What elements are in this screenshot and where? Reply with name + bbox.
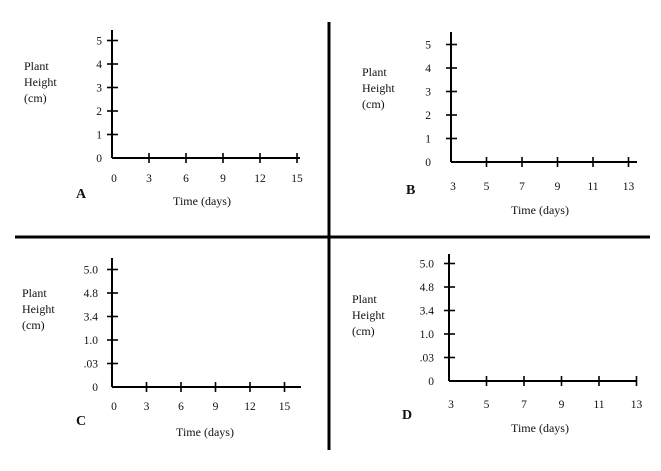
y-tick-label: 1.0 (84, 335, 99, 347)
y-axis-label: Plant Height (cm) (22, 286, 55, 332)
panel-letter: C (76, 414, 86, 429)
x-tick-label: 9 (213, 401, 219, 413)
x-tick-label: 5 (484, 399, 490, 411)
x-tick-label: 15 (279, 401, 291, 413)
y-tick-label: 0 (92, 382, 98, 394)
y-tick-label: 4 (425, 63, 431, 75)
x-tick-label: 11 (587, 181, 598, 193)
y-tick-label: 4.8 (420, 282, 435, 294)
x-axis-label: Time (days) (511, 421, 569, 435)
y-tick-label: .03 (84, 359, 99, 371)
y-tick-label: 3 (96, 83, 102, 95)
y-tick-label: 5.0 (84, 265, 99, 277)
y-tick-label: 5 (96, 36, 102, 48)
graph-panel-b: 0 1 2 3 4 5 3 5 7 9 11 13 Plant Height (cm) Time (days)… (362, 32, 637, 217)
x-tick-label: 7 (519, 181, 525, 193)
y-tick-label: 0 (425, 157, 431, 169)
y-tick-label: 1 (425, 134, 431, 146)
x-tick-label: 11 (593, 399, 604, 411)
x-axis-label: Time (days) (173, 194, 231, 208)
x-tick-label: 9 (559, 399, 565, 411)
y-tick-label: 3.4 (420, 306, 435, 318)
y-axis-label: Plant Height (cm) (352, 292, 385, 338)
x-tick-label: 7 (521, 399, 527, 411)
panel-letter: A (76, 187, 87, 202)
x-tick-label: 5 (484, 181, 490, 193)
x-tick-label: 3 (450, 181, 456, 193)
x-tick-label: 15 (291, 173, 303, 185)
x-tick-label: 12 (254, 173, 266, 185)
y-tick-label: 4 (96, 59, 102, 71)
x-tick-label: 13 (631, 399, 643, 411)
y-tick-label: 5.0 (420, 259, 435, 271)
y-axis-label: Plant Height (cm) (24, 59, 57, 105)
x-tick-label: 3 (144, 401, 150, 413)
x-tick-label: 3 (146, 173, 152, 185)
y-tick-label: 4.8 (84, 288, 99, 300)
y-tick-label: 0 (428, 376, 434, 388)
x-tick-label: 0 (111, 173, 117, 185)
x-tick-label: 9 (220, 173, 226, 185)
y-tick-label: 2 (96, 106, 102, 118)
y-tick-label: 2 (425, 110, 431, 122)
x-tick-label: 13 (623, 181, 635, 193)
y-tick-label: 5 (425, 40, 431, 52)
y-tick-label: 1 (96, 130, 102, 142)
x-tick-label: 9 (555, 181, 561, 193)
y-tick-label: 3 (425, 87, 431, 99)
x-tick-label: 3 (448, 399, 454, 411)
graph-panel-c: 0 .03 1.0 3.4 4.8 5.0 0 3 6 9 12 15 Plant Height (cm) T… (22, 258, 301, 439)
y-axis-label: Plant Height (cm) (362, 65, 395, 111)
panel-letter: D (402, 408, 412, 423)
y-tick-label: 3.4 (84, 312, 99, 324)
x-axis-label: Time (days) (511, 203, 569, 217)
x-tick-label: 6 (178, 401, 184, 413)
x-tick-label: 0 (111, 401, 117, 413)
y-tick-label: 0 (96, 153, 102, 165)
x-tick-label: 12 (244, 401, 256, 413)
y-tick-label: 1.0 (420, 329, 435, 341)
x-tick-label: 6 (183, 173, 189, 185)
x-axis-label: Time (days) (176, 425, 234, 439)
panel-letter: B (406, 183, 415, 198)
y-tick-label: .03 (420, 353, 435, 365)
graph-panel-d: 0 .03 1.0 3.4 4.8 5.0 3 5 7 9 11 13 Plant Height (cm) T… (352, 254, 643, 435)
